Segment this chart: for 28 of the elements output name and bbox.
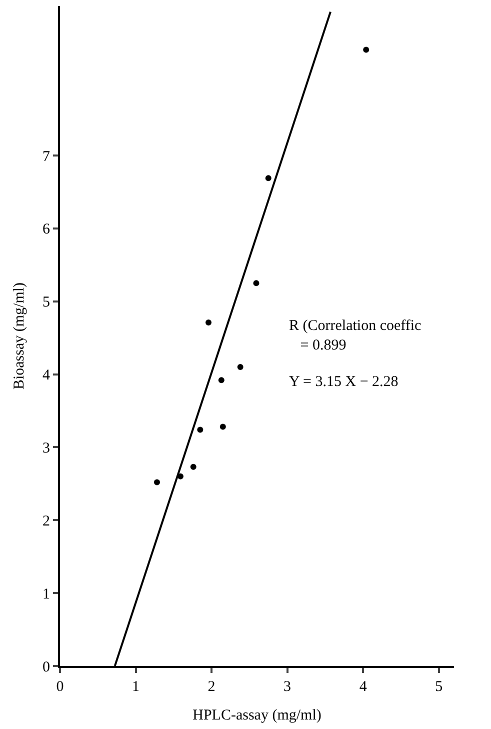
point [220, 424, 226, 430]
x-tick-label: 5 [435, 679, 443, 695]
y-tick-label: 3 [42, 440, 50, 456]
point [237, 364, 244, 370]
point [363, 46, 370, 53]
y-tick-label: 5 [42, 294, 50, 311]
point [206, 320, 212, 326]
point [265, 175, 272, 182]
y-tick-label: 7 [42, 148, 50, 165]
x-tick-label: 0 [56, 679, 64, 695]
y-axis-title: Bioassay (mg/ml) [11, 282, 28, 390]
point [190, 464, 196, 470]
annotation: R (Correlation coeffic = 0.899 [289, 318, 422, 354]
y-tick-label: 6 [42, 222, 50, 238]
x-axis-title: HPLC-assay (mg/ml) [192, 708, 322, 724]
annotation: Y = 3.15 X − 2.28 [289, 374, 398, 390]
y-tick-label: 0 [42, 659, 50, 676]
point [253, 280, 260, 286]
x-tick-label: 3 [284, 679, 292, 695]
point [197, 426, 204, 433]
y-tick-label: 2 [42, 513, 50, 530]
x-tick-label: 4 [359, 679, 368, 695]
x-tick-label: 2 [208, 679, 216, 695]
y-tick-label: 1 [42, 586, 50, 602]
y-tick-label: 4 [42, 368, 50, 384]
point [154, 479, 160, 486]
point [218, 377, 224, 384]
x-tick-label: 1 [132, 679, 140, 695]
